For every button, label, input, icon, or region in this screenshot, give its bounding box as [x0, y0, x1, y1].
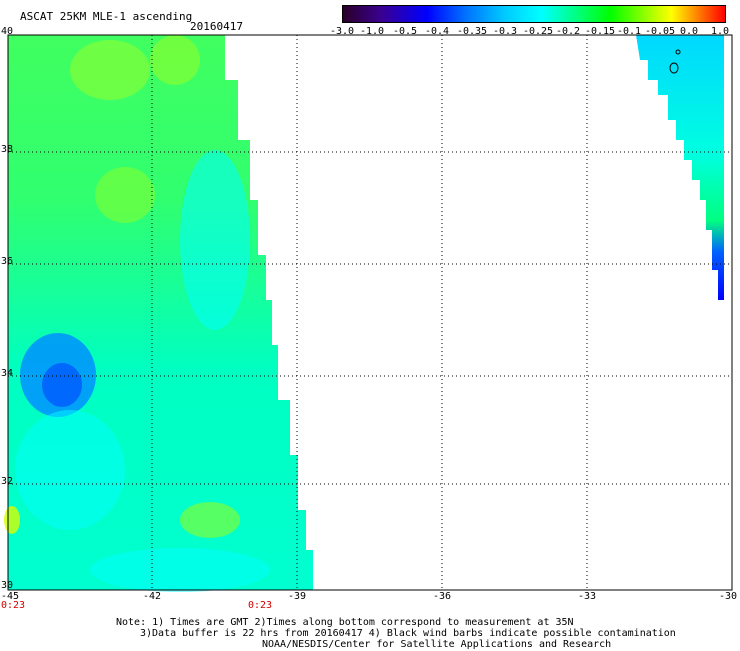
colorbar-label: -0.5 [392, 26, 418, 37]
high-value-region [4, 506, 20, 534]
lon-label-45: -45 [0, 591, 20, 602]
high-value-region [95, 167, 155, 223]
time-label: 0:23 [1, 600, 26, 611]
map-title: ASCAT 25KM MLE-1 ascending [20, 10, 193, 23]
lon-label-36: -36 [432, 591, 452, 602]
high-value-region [180, 502, 240, 538]
lat-label-36: 36 [1, 256, 14, 267]
lon-label-33: -33 [577, 591, 597, 602]
lat-label-34: 34 [1, 368, 14, 379]
colorbar-label: 0.0 [679, 26, 699, 37]
contour-marker [675, 49, 681, 55]
colorbar-label: 1.0 [710, 26, 730, 37]
note-line-1: Note: 1) Times are GMT 2)Times along bot… [116, 617, 574, 628]
lat-label-32: 32 [1, 476, 14, 487]
cyan-region [90, 548, 270, 592]
grid-lines [8, 35, 732, 590]
lon-label-39: -39 [287, 591, 307, 602]
low-value-region-core [42, 363, 82, 407]
lat-label-40: 40 [1, 26, 14, 37]
cyan-region [180, 150, 250, 330]
colorbar-label: -0.4 [424, 26, 450, 37]
note-line-3: NOAA/NESDIS/Center for Satellite Applica… [262, 639, 612, 650]
lat-label-38: 38 [1, 144, 14, 155]
colorbar-label: -0.1 [616, 26, 642, 37]
colorbar-label: -0.25 [522, 26, 554, 37]
colorbar [342, 5, 726, 23]
colorbar-label: -0.3 [492, 26, 518, 37]
colorbar-label: -3.0 [329, 26, 355, 37]
lon-label-42: -42 [142, 591, 162, 602]
high-value-region [70, 40, 150, 100]
high-value-region [150, 35, 200, 85]
note-line-2: 3)Data buffer is 22 hrs from 20160417 4)… [140, 628, 676, 639]
cyan-region [15, 410, 125, 530]
colorbar-label: -1.0 [359, 26, 385, 37]
lon-label-30: -30 [718, 591, 738, 602]
colorbar-label: -0.35 [456, 26, 488, 37]
contour-marker [669, 62, 679, 74]
map-date: 20160417 [190, 20, 243, 33]
colorbar-label: -0.2 [555, 26, 581, 37]
right-data-swath [636, 35, 724, 300]
lat-label-30: 30 [1, 580, 14, 591]
colorbar-label: -0.05 [644, 26, 676, 37]
colorbar-label: -0.15 [584, 26, 616, 37]
map-frame [7, 34, 733, 591]
time-label: 0:23 [248, 600, 273, 611]
